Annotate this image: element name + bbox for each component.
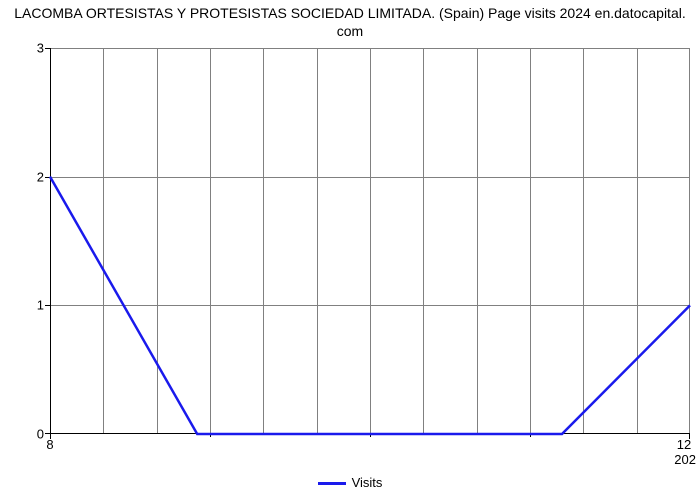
x-tick-right: 12 bbox=[677, 437, 691, 452]
x-tick-mark bbox=[689, 434, 690, 439]
y-tick-3: 3 bbox=[14, 41, 44, 56]
line-chart: LACOMBA ORTESISTAS Y PROTESISTAS SOCIEDA… bbox=[0, 0, 700, 500]
x-sub-label: 202 bbox=[674, 452, 696, 467]
y-tick-1: 1 bbox=[14, 298, 44, 313]
legend-label: Visits bbox=[352, 475, 383, 490]
legend: Visits bbox=[0, 475, 700, 490]
series-line bbox=[50, 48, 690, 434]
chart-title-line2: com bbox=[337, 23, 363, 39]
chart-title-line1: LACOMBA ORTESISTAS Y PROTESISTAS SOCIEDA… bbox=[14, 5, 685, 21]
x-tick-left: 8 bbox=[46, 437, 53, 452]
x-tick-mark bbox=[50, 434, 51, 439]
y-tick-2: 2 bbox=[14, 170, 44, 185]
legend-swatch bbox=[318, 482, 346, 485]
y-tick-0: 0 bbox=[14, 427, 44, 442]
chart-title: LACOMBA ORTESISTAS Y PROTESISTAS SOCIEDA… bbox=[0, 4, 700, 40]
plot-area bbox=[50, 48, 690, 434]
